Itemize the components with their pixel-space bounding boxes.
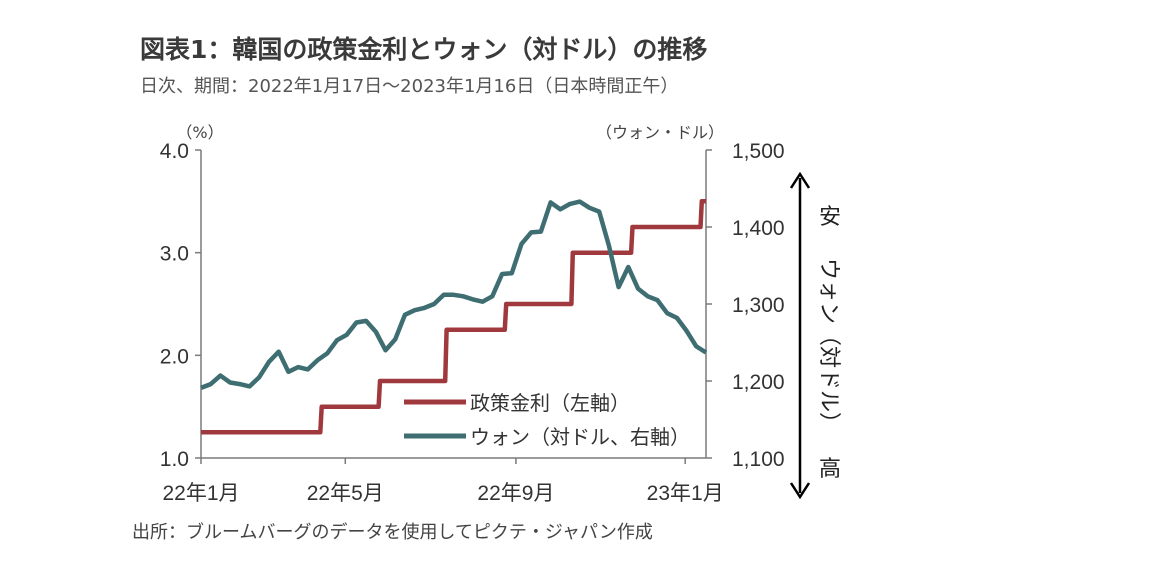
right-tick-label: 1,500 [732, 140, 785, 163]
series-layer [200, 199, 708, 435]
source-note: 出所：ブルームバーグのデータを使用してピクテ・ジャパン作成 [132, 522, 653, 543]
right-tick-label: 1,400 [732, 217, 785, 240]
ticks-layer: 4.0 3.0 2.0 1.0 1,500 1,400 1,300 1,200 1,100 22年… [160, 140, 785, 505]
x-tick-label: 23年1月 [647, 482, 724, 505]
left-axis-unit: （%） [176, 123, 223, 142]
chart-title: 図表1：韓国の政策金利とウォン（対ドル）の推移 [140, 35, 708, 64]
arrow-down-head-icon [789, 482, 811, 500]
arrow-up-head-icon [789, 171, 811, 189]
side-label-weak: 安 [819, 205, 841, 230]
right-tick-label: 1,300 [732, 294, 785, 317]
direction-arrow [789, 171, 811, 500]
x-tick-label: 22年9月 [477, 482, 554, 505]
legend-label-policy-rate: 政策金利（左軸） [470, 391, 630, 415]
x-tick-label: 22年5月 [307, 482, 384, 505]
chart-subtitle: 日次、期間：2022年1月17日～2023年1月16日（日本時間正午） [140, 76, 679, 97]
side-label-strong: 高 [819, 457, 841, 482]
left-tick-label: 3.0 [160, 243, 189, 266]
right-tick-label: 1,100 [732, 448, 785, 471]
right-axis-unit: （ウォン・ドル） [596, 123, 724, 142]
right-tick-label: 1,200 [732, 371, 785, 394]
left-tick-label: 1.0 [160, 448, 189, 471]
plot-frame [200, 150, 707, 459]
side-label-won: ウォン（対ドル） [816, 258, 841, 434]
legend: 政策金利（左軸） ウォン（対ドル、右軸） [404, 391, 690, 449]
series-line-won [200, 199, 708, 390]
x-tick-label: 22年1月 [162, 482, 239, 505]
left-tick-label: 2.0 [160, 345, 189, 368]
left-tick-label: 4.0 [160, 140, 189, 163]
series-line-policy-rate [201, 199, 706, 435]
legend-label-won: ウォン（対ドル、右軸） [470, 425, 690, 449]
